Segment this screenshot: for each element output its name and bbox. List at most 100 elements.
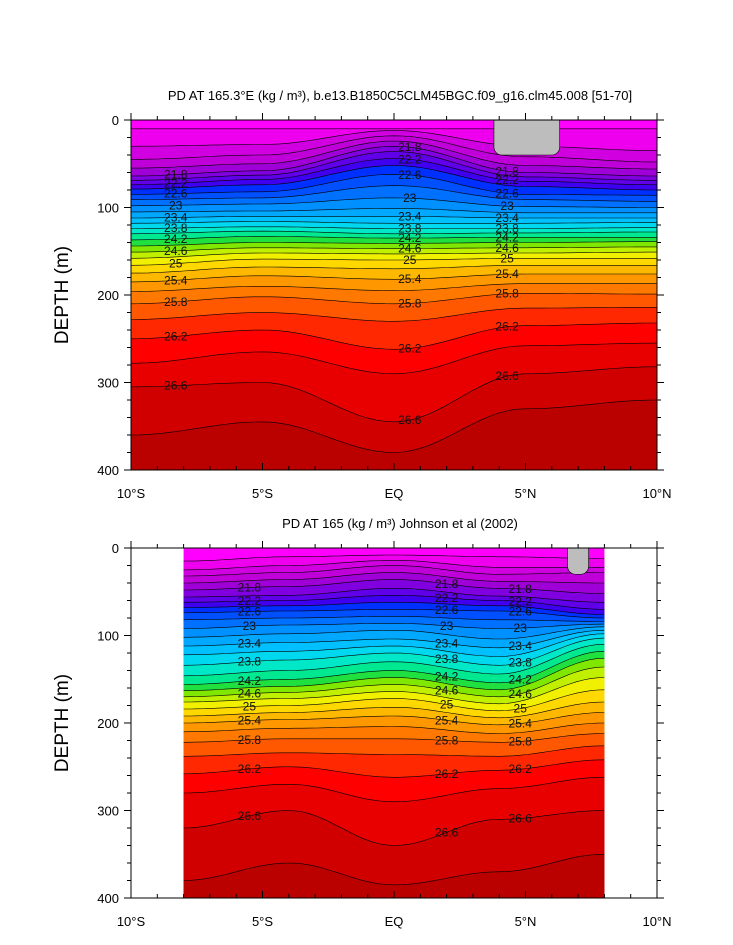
contour-line: [183, 609, 605, 619]
contour-label: 23.8: [435, 652, 459, 666]
contour-label: 25: [403, 253, 417, 267]
contour-line: [131, 145, 657, 177]
contour-label: 22.2: [509, 594, 533, 608]
contour-line: [131, 246, 657, 253]
contour-label: 24.6: [495, 241, 519, 255]
contour-label: 23: [243, 619, 257, 633]
y-tick-label: 200: [97, 288, 119, 303]
contour-label: 26.2: [398, 341, 422, 355]
contour-line: [183, 712, 605, 726]
contour-line: [183, 677, 605, 705]
contour-label: 25.8: [238, 733, 262, 747]
contour-label: 25.4: [238, 714, 262, 728]
x-tick-label: EQ: [385, 914, 404, 929]
contour-label: 26.2: [164, 329, 188, 343]
contour-label: 24.2: [495, 230, 519, 244]
contour-label: 26.2: [509, 762, 533, 776]
contour-line: [183, 602, 605, 615]
x-tick-label: 10°S: [117, 486, 146, 501]
contour-line: [183, 554, 605, 562]
contour-label: 21.8: [164, 168, 188, 182]
contour-line: [183, 644, 605, 677]
contour-label: 23: [514, 621, 528, 635]
contour-label: 23.8: [509, 656, 533, 670]
contour-label: 23.4: [398, 209, 422, 223]
contour-line: [183, 626, 605, 640]
contour-label: 26.2: [238, 762, 262, 776]
missing-data-patch: [493, 120, 560, 156]
chart-panel-1: 21.821.821.822.222.222.222.622.622.62323…: [52, 88, 672, 501]
contour-label: 22.6: [509, 605, 533, 619]
contour-label: 24.2: [509, 673, 533, 687]
y-tick-label: 200: [97, 716, 119, 731]
y-tick-label: 400: [97, 891, 119, 906]
contour-line: [183, 579, 605, 594]
contour-fill: [131, 120, 657, 470]
x-tick-label: EQ: [385, 486, 404, 501]
contour-label: 22.2: [398, 152, 422, 166]
contour-label: 24.6: [164, 244, 188, 258]
contour-line: [131, 241, 657, 247]
y-tick-label: 400: [97, 463, 119, 478]
contour-label: 23.4: [495, 211, 519, 225]
contour-line: [183, 701, 605, 719]
contour-label: 26.6: [238, 809, 262, 823]
contour-label: 23.8: [495, 222, 519, 236]
contour-line: [131, 135, 657, 163]
x-tick-label: 5°S: [252, 914, 273, 929]
contour-label: 22.2: [238, 594, 262, 608]
contour-band: [183, 854, 605, 898]
y-axis-title: DEPTH (m): [52, 674, 73, 772]
contour-label: 24.6: [509, 687, 533, 701]
contour-label: 25.8: [509, 734, 533, 748]
contour-line: [131, 366, 657, 423]
contour-line: [131, 173, 657, 196]
contour-line: [131, 258, 657, 266]
contour-line: [131, 236, 657, 241]
contour-line: [183, 733, 605, 743]
contour-line: [183, 759, 605, 778]
contour-label: 25: [500, 251, 514, 265]
contour-line: [131, 322, 657, 350]
contour-label: 23.4: [164, 211, 188, 225]
contour-label: 25.8: [398, 296, 422, 310]
chart-panel-2: 21.8 21.8 21.822.2 22.2 22.222.6 22.6 22.623 23…: [52, 516, 672, 929]
contour-label: 26.6: [435, 825, 459, 839]
contour-line: [131, 185, 657, 202]
contour-line: [183, 633, 605, 657]
contour-label: 24.2: [238, 674, 262, 688]
contour-line: [183, 630, 605, 649]
contour-label: 22.2: [495, 173, 519, 187]
y-tick-label: 100: [97, 629, 119, 644]
missing-data-patch: [567, 548, 589, 575]
contour-label: 25.4: [164, 273, 188, 287]
x-tick-label: 5°N: [515, 914, 537, 929]
contour-line: [131, 251, 657, 259]
contour-label: 22.2: [164, 176, 188, 190]
contour-label: 23.8: [398, 222, 422, 236]
contour-label: 25.8: [495, 287, 519, 301]
contour-line: [183, 722, 605, 734]
contour-label: 23.4: [509, 639, 533, 653]
x-tick-label: 10°N: [642, 486, 671, 501]
contour-line: [131, 293, 657, 305]
contour-line: [131, 130, 657, 151]
contour-label: 22.6: [435, 603, 459, 617]
contour-line: [131, 151, 657, 181]
contour-line: [183, 595, 605, 610]
contour-label: 25: [243, 700, 257, 714]
contour-fill: [183, 548, 605, 898]
contour-labels: 21.821.821.822.222.222.222.622.622.62323…: [164, 140, 519, 427]
contour-label: 26.6: [509, 811, 533, 825]
contour-line: [183, 560, 605, 571]
contour-label: 23.8: [164, 221, 188, 235]
contour-label: 22.6: [164, 187, 188, 201]
contour-line: [183, 777, 605, 803]
contour-line: [131, 208, 657, 214]
contour-line: [183, 565, 605, 577]
contour-line: [131, 165, 657, 191]
contour-label: 25.4: [435, 713, 459, 727]
y-tick-label: 0: [112, 541, 119, 556]
contour-label: 25.4: [495, 267, 519, 281]
